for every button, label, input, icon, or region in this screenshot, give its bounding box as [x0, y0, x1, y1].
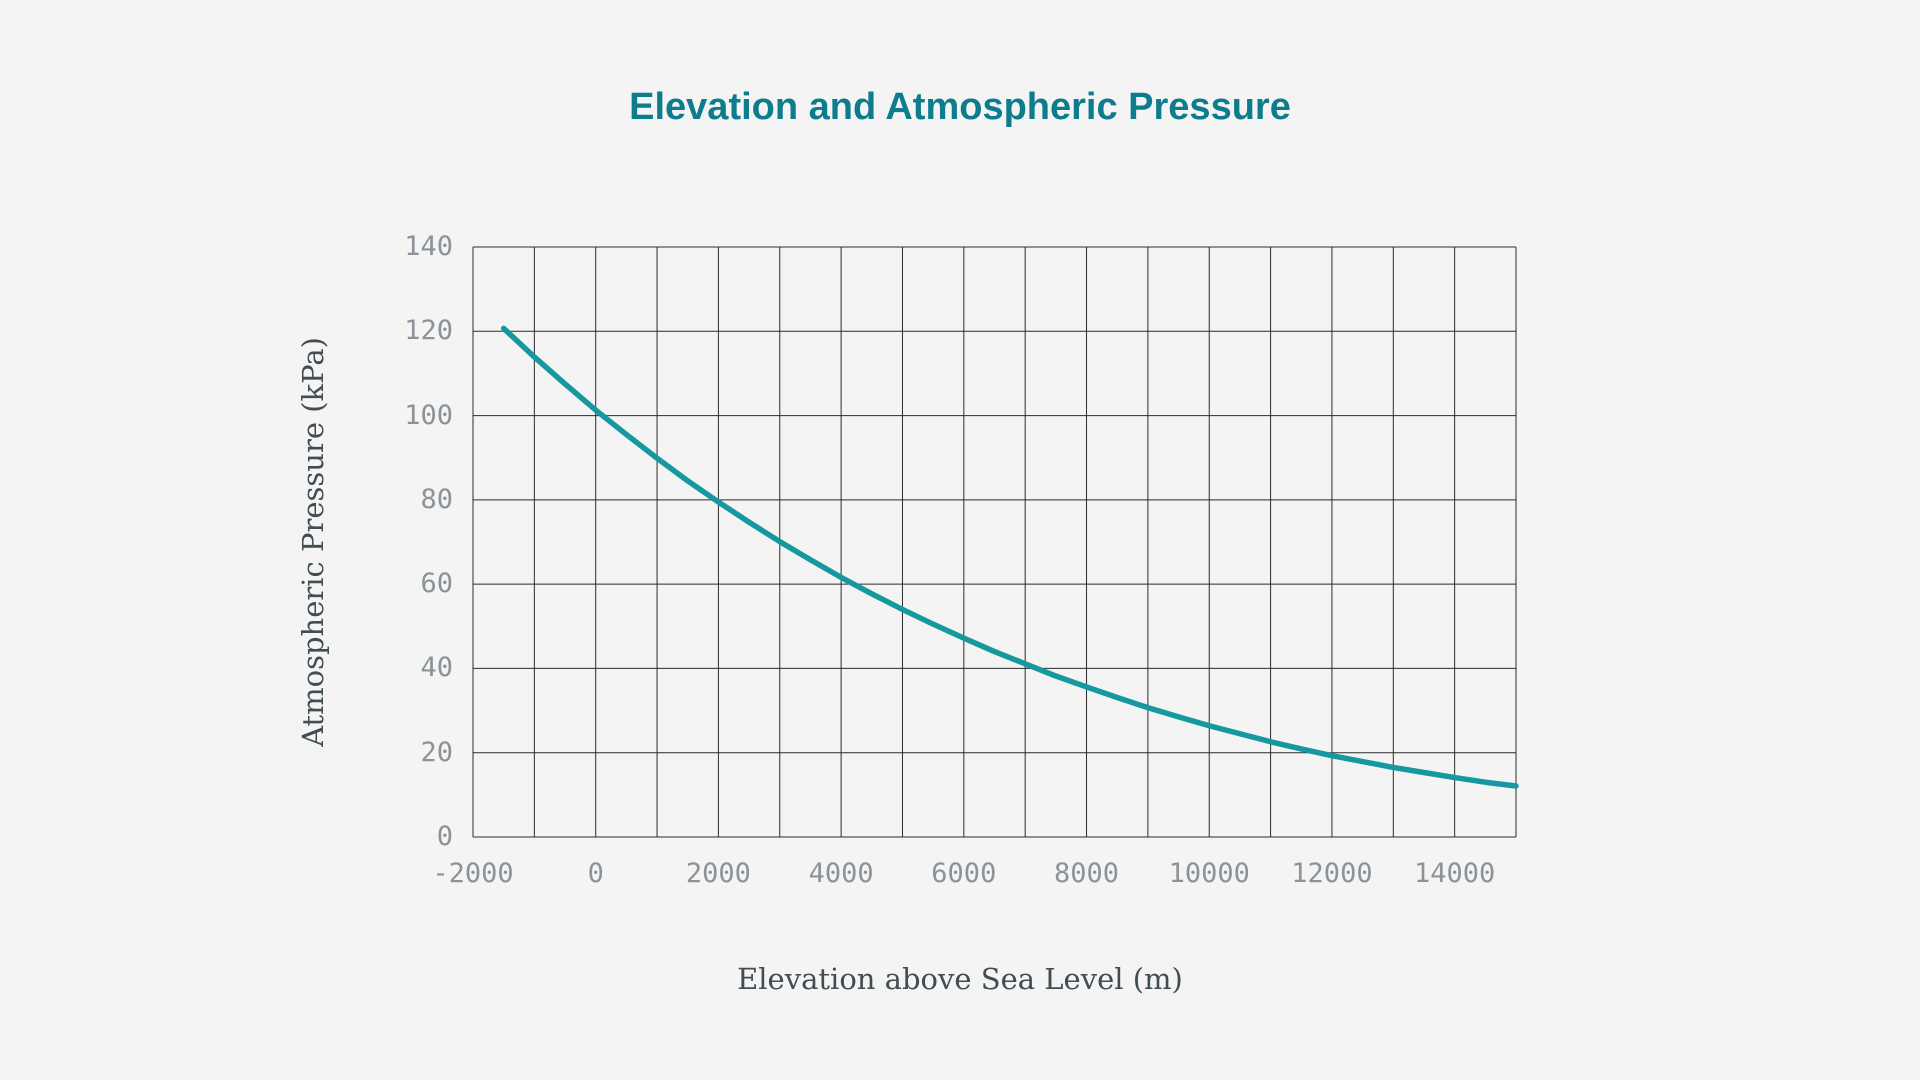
x-tick-label: 0 [587, 858, 604, 889]
y-tick-label: 100 [404, 399, 453, 431]
chart-title: Elevation and Atmospheric Pressure [629, 86, 1291, 128]
x-tick-label: 4000 [808, 858, 874, 889]
grid-lines [472, 246, 1517, 838]
y-axis-title: Atmospheric Pressure (kPa) [296, 337, 330, 747]
x-tick-label: 2000 [685, 858, 751, 889]
y-tick-label: 140 [404, 231, 453, 262]
y-tick-label: 40 [420, 652, 453, 684]
x-tick-label: 14000 [1414, 858, 1496, 889]
y-tick-label: 120 [404, 315, 453, 347]
x-tick-label: 6000 [931, 858, 997, 889]
x-tick-label: 12000 [1291, 858, 1373, 889]
pressure-curve [500, 325, 1519, 789]
x-tick-label: -2000 [432, 858, 514, 889]
x-tick-label: 10000 [1168, 858, 1250, 889]
y-tick-label: 0 [436, 821, 453, 852]
y-tick-label: 80 [420, 483, 453, 515]
y-tick-label: 20 [420, 736, 453, 768]
x-tick-label: 8000 [1054, 858, 1120, 889]
y-tick-label: 60 [420, 568, 453, 600]
x-axis-title: Elevation above Sea Level (m) [737, 962, 1183, 996]
